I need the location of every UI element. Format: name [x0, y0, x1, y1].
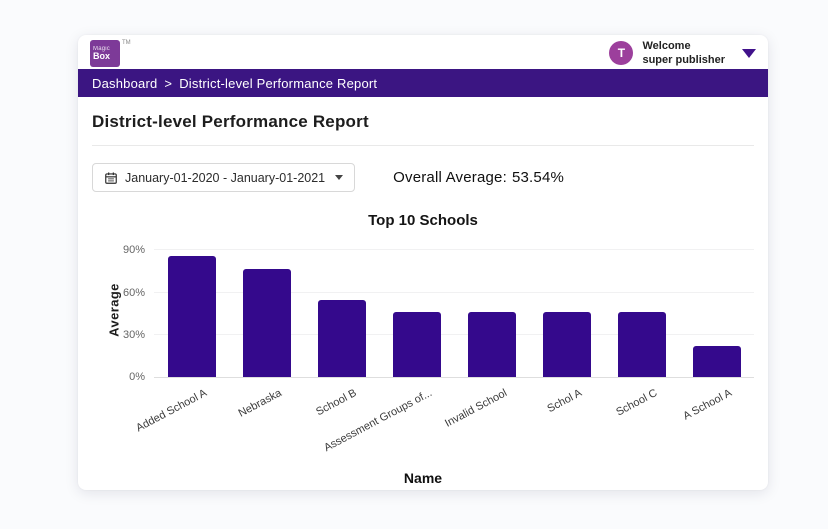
chart-body: Average 0% 30% 60% 90% Added School A Nebras… — [92, 243, 754, 458]
y-tick-label: 60% — [122, 286, 145, 299]
breadcrumb-dashboard-link[interactable]: Dashboard — [92, 75, 158, 91]
x-label-slot: School C — [604, 378, 679, 458]
bar-chart: Top 10 Schools Average 0% 30% 60% 90% Added… — [92, 212, 754, 486]
x-label-slot: A School A — [679, 378, 754, 458]
bar-slot — [229, 243, 304, 377]
welcome-text: Welcome super publisher — [642, 39, 725, 68]
calendar-icon — [105, 171, 117, 184]
bar-School C — [617, 312, 666, 377]
y-tick-label: 0% — [129, 371, 145, 383]
breadcrumb: Dashboard > District-level Performance R… — [78, 69, 768, 97]
y-tick-label: 90% — [122, 244, 145, 257]
x-label-slot: Added School A — [134, 378, 229, 458]
app-header: Magic Box TM T Welcome super publisher — [78, 35, 768, 69]
breadcrumb-separator: > — [164, 75, 173, 91]
bar-slot — [604, 243, 679, 377]
x-axis-label: Name — [403, 470, 443, 486]
bar-slot — [154, 243, 229, 377]
welcome-line: Welcome — [642, 39, 691, 52]
x-label-slot: Schol A — [529, 378, 604, 458]
bars-container — [154, 243, 754, 377]
overall-average: Overall Average: 53.54% — [393, 169, 564, 186]
bar-slot — [679, 243, 754, 377]
bar-Assessment Groups of... — [392, 312, 441, 377]
trademark-symbol: TM — [122, 39, 131, 46]
x-axis-labels: Added School A Nebraska School B Assessment… — [134, 378, 754, 458]
gridline — [154, 333, 754, 335]
magicbox-logo-icon: Magic Box — [90, 39, 120, 67]
gridline — [154, 291, 754, 293]
date-range-value: January-01-2020 - January-01-2021 — [125, 170, 326, 185]
bar-slot — [379, 243, 454, 377]
x-tick-label: A School A — [681, 387, 735, 423]
bar-slot — [529, 243, 604, 377]
bar-Nebraska — [242, 268, 291, 377]
page-title: District-level Performance Report — [92, 112, 369, 131]
overall-average-value: 53.54% — [511, 169, 565, 186]
username: super publisher — [642, 54, 725, 66]
avatar[interactable]: T — [609, 41, 634, 65]
avatar-initial: T — [617, 46, 626, 60]
overall-average-label: Overall Average: — [393, 169, 507, 186]
caret-down-icon — [335, 175, 344, 180]
bar-School B — [317, 299, 366, 377]
bar-A School A — [692, 346, 741, 377]
bar-Schol A — [542, 312, 591, 377]
date-range-picker[interactable]: January-01-2020 - January-01-2021 — [92, 163, 356, 192]
bar-slot — [454, 243, 529, 377]
report-card: Magic Box TM T Welcome super publisher D… — [78, 35, 768, 490]
bar-Invalid School — [467, 312, 516, 377]
breadcrumb-current: District-level Performance Report — [179, 75, 378, 91]
y-axis-label: Average — [106, 283, 122, 337]
bar-slot — [304, 243, 379, 377]
x-tick-label: Schol A — [545, 387, 585, 416]
plot-wrap: 0% 30% 60% 90% Added School A Nebraska School… — [123, 243, 754, 458]
x-tick-label: Nebraska — [236, 387, 285, 420]
magicbox-logo[interactable]: Magic Box TM — [90, 39, 131, 67]
x-label-slot: Invalid School — [443, 378, 529, 458]
gridline — [154, 249, 754, 251]
controls-row: January-01-2020 - January-01-2021 Overal… — [92, 163, 754, 192]
user-menu[interactable]: T Welcome super publisher — [609, 39, 756, 68]
x-tick-label: School C — [614, 387, 660, 419]
logo-text-magic: Magic — [93, 45, 111, 52]
x-tick-label: School B — [314, 387, 360, 419]
y-tick-label: 30% — [122, 328, 145, 341]
plot-area: 0% 30% 60% 90% — [123, 243, 754, 383]
bar-Added School A — [167, 256, 216, 377]
report-content: District-level Performance Report Januar… — [78, 97, 768, 490]
logo-text-box: Box — [93, 50, 111, 61]
x-tick-label: Added School A — [134, 387, 210, 435]
divider — [92, 145, 754, 146]
chart-title: Top 10 Schools — [368, 212, 478, 229]
chevron-down-icon[interactable] — [742, 48, 756, 58]
x-label-slot: Nebraska — [229, 378, 304, 458]
